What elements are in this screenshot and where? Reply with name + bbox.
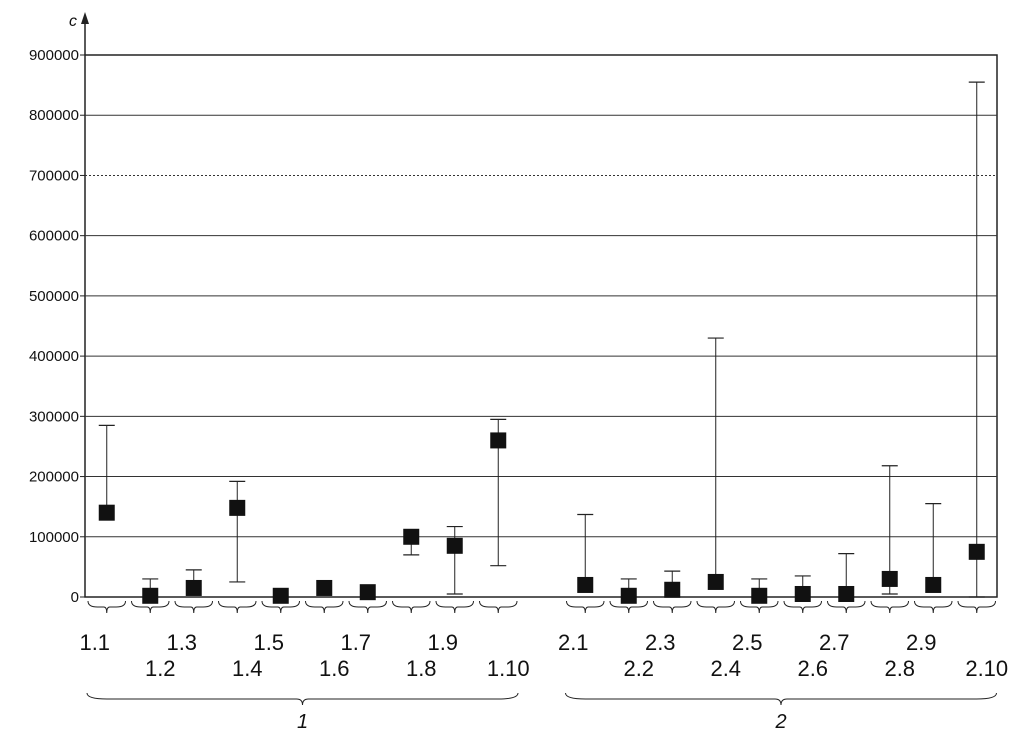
data-point-2.9 (925, 503, 942, 593)
marker (446, 537, 463, 554)
group-brace (565, 692, 997, 706)
y-tick-label: 0 (71, 589, 79, 606)
x-tick-label: 1.7 (340, 630, 371, 655)
data-point-1.1 (98, 424, 115, 521)
category-brace (914, 600, 953, 614)
marker (620, 587, 637, 604)
marker (185, 579, 202, 596)
marker (707, 573, 724, 590)
data-point-1.3 (185, 569, 202, 596)
marker (794, 585, 811, 602)
marker (881, 570, 898, 587)
marker (359, 584, 376, 601)
category-brace (696, 600, 735, 614)
data-point-2.4 (707, 337, 724, 590)
x-tick-label: 2.10 (965, 656, 1008, 681)
y-tick-label: 900000 (29, 47, 79, 64)
y-axis-label: c (69, 13, 77, 30)
y-tick-label: 800000 (29, 107, 79, 124)
y-tick-label: 200000 (29, 469, 79, 486)
data-point-1.2 (142, 578, 159, 604)
marker (403, 528, 420, 545)
category-brace (740, 600, 779, 614)
marker (968, 543, 985, 560)
category-brace (957, 600, 996, 614)
x-tick-label: 2.9 (906, 630, 937, 655)
x-tick-label: 1.5 (253, 630, 284, 655)
marker (490, 432, 507, 449)
group-label: 1 (297, 711, 308, 733)
data-point-2.2 (620, 578, 637, 604)
category-brace (87, 600, 126, 614)
y-axis-arrow (81, 12, 89, 24)
data-point-1.9 (446, 525, 463, 595)
y-tick-label: 600000 (29, 228, 79, 245)
data-point-1.5 (272, 587, 289, 604)
x-tick-label: 2.3 (645, 630, 676, 655)
x-tick-label: 1.10 (487, 656, 530, 681)
x-tick-label: 2.6 (797, 656, 828, 681)
x-tick-label: 1.1 (79, 630, 110, 655)
data-point-2.7 (838, 553, 855, 602)
x-tick-label: 2.8 (884, 656, 915, 681)
x-tick-label: 2.7 (819, 630, 850, 655)
category-brace (305, 600, 344, 614)
x-tick-label: 2.4 (710, 656, 741, 681)
data-point-1.6 (316, 579, 333, 596)
group-label: 2 (774, 711, 786, 733)
data-point-2.3 (664, 570, 681, 598)
category-brace (479, 600, 518, 614)
marker (664, 581, 681, 598)
category-brace (653, 600, 692, 614)
data-point-1.4 (229, 480, 246, 583)
category-brace (827, 600, 866, 614)
data-point-2.10 (968, 81, 985, 598)
marker (142, 587, 159, 604)
y-tick-label: 300000 (29, 408, 79, 425)
x-tick-label: 1.8 (406, 656, 437, 681)
marker (838, 585, 855, 602)
marker (751, 587, 768, 604)
category-brace (348, 600, 387, 614)
marker (316, 579, 333, 596)
marker (925, 576, 942, 593)
category-brace (566, 600, 605, 614)
data-point-2.8 (881, 465, 898, 595)
category-brace (261, 600, 300, 614)
category-brace (218, 600, 257, 614)
y-tick-label: 500000 (29, 288, 79, 305)
x-tick-label: 1.9 (427, 630, 458, 655)
data-point-1.10 (490, 418, 507, 567)
x-tick-label: 2.2 (623, 656, 654, 681)
data-point-1.7 (359, 584, 376, 601)
plot-frame (84, 54, 998, 598)
marker (98, 504, 115, 521)
x-tick-label: 1.4 (232, 656, 263, 681)
group-brace (86, 692, 519, 706)
data-point-1.8 (403, 528, 420, 556)
y-tick-label: 100000 (29, 529, 79, 546)
x-tick-label: 2.5 (732, 630, 763, 655)
x-tick-label: 2.1 (558, 630, 589, 655)
marker (229, 499, 246, 516)
data-point-2.6 (794, 575, 811, 602)
category-brace (609, 600, 648, 614)
x-tick-label: 1.2 (145, 656, 176, 681)
marker (272, 587, 289, 604)
data-point-2.1 (577, 513, 594, 593)
marker (577, 576, 594, 593)
y-tick-label: 700000 (29, 167, 79, 184)
y-tick-label: 400000 (29, 348, 79, 365)
category-brace (131, 600, 170, 614)
category-brace (870, 600, 909, 614)
category-brace (783, 600, 822, 614)
category-brace (174, 600, 213, 614)
x-tick-label: 1.6 (319, 656, 350, 681)
x-tick-label: 1.3 (166, 630, 197, 655)
data-point-2.5 (751, 578, 768, 604)
category-brace (392, 600, 431, 614)
category-brace (435, 600, 474, 614)
